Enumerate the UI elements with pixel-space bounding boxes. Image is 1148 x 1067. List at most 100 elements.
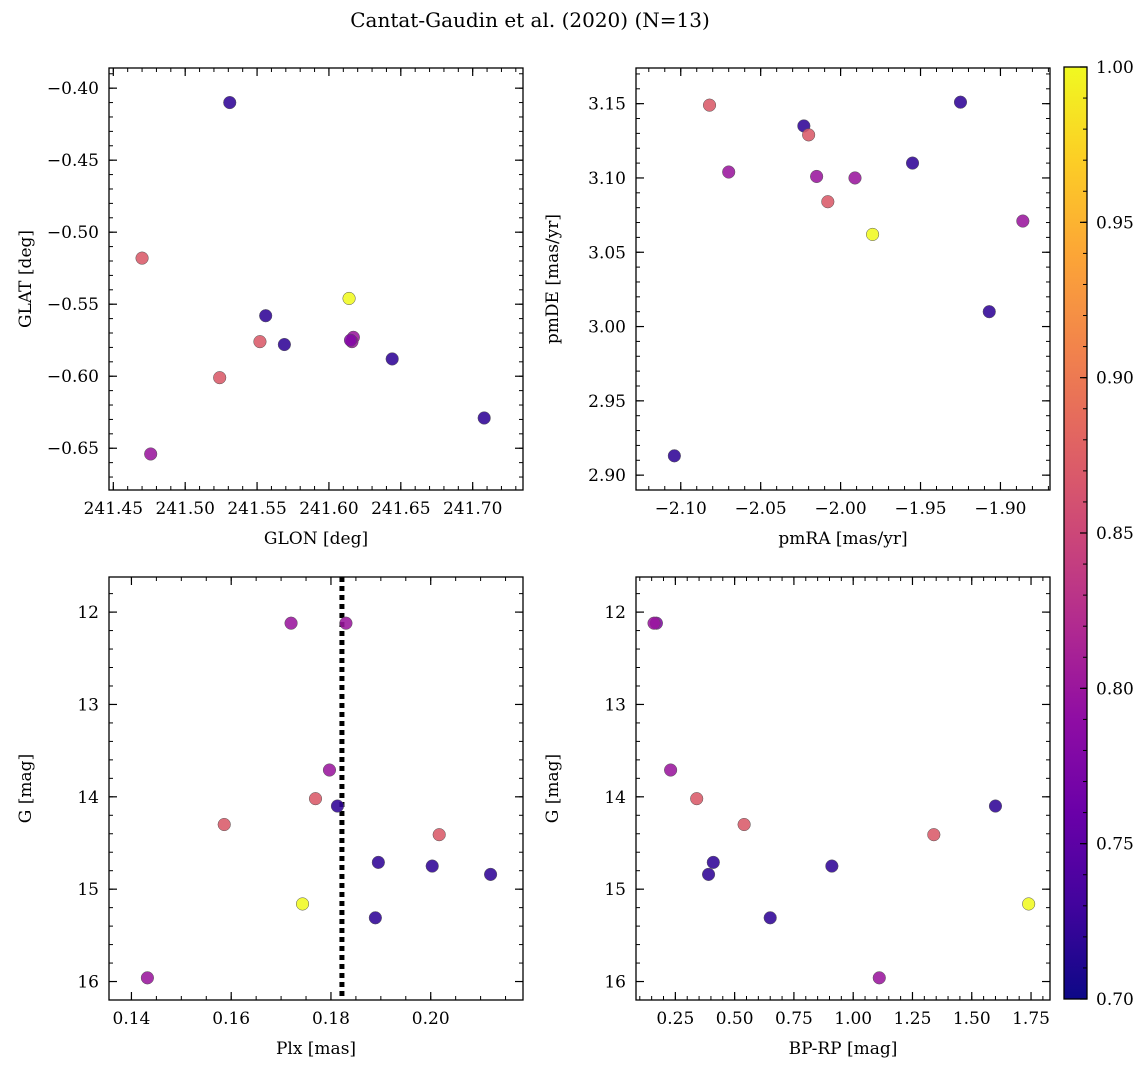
y-tick-label: −0.40	[47, 79, 99, 99]
scatter-points	[647, 616, 1036, 985]
x-tick-label: 0.14	[113, 1009, 151, 1029]
x-tick-label: 241.70	[443, 499, 502, 519]
scatter-point	[988, 799, 1003, 813]
scatter-point	[866, 227, 880, 241]
x-tick-label: −1.90	[974, 499, 1026, 519]
y-tick-label: 16	[77, 973, 99, 993]
x-tick-label: 0.50	[716, 1009, 754, 1029]
scatter-point	[484, 867, 498, 881]
y-axis-label: G [mag]	[543, 754, 563, 823]
scatter-point	[322, 763, 337, 777]
y-axis-label: G [mag]	[16, 754, 36, 823]
x-tick-label: 0.25	[656, 1009, 694, 1029]
scatter-point	[343, 333, 358, 347]
minor-ticks	[109, 68, 523, 490]
x-tick-label: 241.55	[227, 499, 286, 519]
colorbar-tick-label: 0.90	[1096, 369, 1134, 389]
scatter-point	[810, 169, 824, 184]
scatter-points	[140, 616, 498, 985]
scatter-point	[432, 828, 446, 842]
y-axis-label: pmDE [mas/yr]	[543, 214, 563, 344]
minor-ticks	[636, 577, 1050, 1001]
major-ticks: 241.45 241.50 241.55 241.60 241.65 241.70 −0.4…	[47, 68, 523, 519]
y-tick-label: 3.15	[588, 95, 626, 115]
scatter-point	[706, 855, 720, 869]
y-tick-label: 14	[77, 788, 99, 808]
scatter-points	[135, 96, 491, 461]
axes-frame	[635, 67, 1051, 491]
scatter-point	[477, 411, 491, 425]
scatter-point	[872, 971, 886, 985]
major-ticks: −2.10 −2.05 −2.00 −1.95 −1.90 2.90 2.95 3.00 3.0…	[588, 68, 1050, 519]
x-axis-label: pmRA [mas/yr]	[778, 529, 907, 549]
panel-pmra-pmde: −2.10 −2.05 −2.00 −1.95 −1.90 2.90 2.95 3.00 3.0…	[543, 67, 1051, 549]
colorbar: 0.70 0.75 0.80 0.85 0.90 0.95 1.00	[1063, 58, 1134, 1010]
scatter-point	[737, 817, 751, 832]
x-tick-label: 241.45	[84, 499, 143, 519]
scatter-points	[667, 95, 1030, 463]
scatter-point	[702, 867, 716, 881]
scatter-point	[308, 792, 323, 806]
scatter-point	[223, 96, 237, 110]
scatter-point	[330, 799, 344, 813]
major-ticks: 0.25 0.50 0.75 1.00 1.25 1.50 1.75 12 13 14 15 16	[604, 577, 1050, 1029]
scatter-point	[135, 251, 149, 265]
colorbar-tick-label: 0.70	[1096, 990, 1134, 1010]
scatter-point	[425, 859, 439, 873]
x-axis-label: BP-RP [mag]	[789, 1039, 898, 1059]
y-tick-label: 12	[77, 603, 99, 623]
y-tick-label: 13	[604, 695, 626, 715]
y-tick-label: 2.90	[588, 466, 626, 486]
axes-frame	[635, 576, 1051, 1001]
scatter-point	[284, 616, 298, 630]
y-tick-label: 16	[604, 973, 626, 993]
x-tick-label: 241.65	[371, 499, 430, 519]
axes-frame	[108, 67, 524, 491]
y-tick-label: −0.50	[47, 223, 99, 243]
colorbar-tick-label: 0.95	[1096, 213, 1134, 233]
scatter-point	[825, 859, 839, 873]
scatter-point	[763, 911, 777, 925]
scatter-point	[253, 335, 267, 349]
y-tick-label: 3.05	[588, 243, 626, 263]
y-tick-label: 15	[604, 880, 626, 900]
scatter-point	[295, 897, 310, 911]
scatter-point	[647, 616, 661, 630]
y-tick-label: −0.60	[47, 367, 99, 387]
scatter-point	[342, 291, 356, 305]
x-tick-label: 0.75	[775, 1009, 813, 1029]
scatter-point	[368, 911, 382, 925]
scatter-point	[722, 165, 736, 179]
scatter-point	[339, 616, 353, 630]
x-tick-label: 241.60	[299, 499, 358, 519]
scatter-point	[821, 195, 835, 209]
x-tick-label: −2.05	[735, 499, 787, 519]
x-tick-label: 1.50	[953, 1009, 991, 1029]
colorbar-tick-label: 0.75	[1096, 835, 1134, 855]
x-tick-label: 1.75	[1012, 1009, 1050, 1029]
scatter-point	[385, 352, 399, 366]
scatter-point	[953, 95, 968, 109]
y-tick-label: −0.45	[47, 151, 99, 171]
y-tick-label: 3.00	[588, 318, 626, 338]
y-tick-label: 14	[604, 788, 626, 808]
scatter-point	[690, 792, 704, 806]
panel-glon-glat: 241.45 241.50 241.55 241.60 241.65 241.70 −0.4…	[16, 67, 524, 549]
x-tick-label: 1.25	[894, 1009, 932, 1029]
scatter-point	[664, 763, 678, 777]
axes-frame	[108, 576, 524, 1001]
y-tick-label: 3.10	[588, 169, 626, 189]
scatter-point	[848, 171, 862, 185]
x-axis-label: GLON [deg]	[264, 529, 368, 549]
y-tick-label: −0.55	[47, 295, 99, 315]
scatter-point	[802, 128, 816, 142]
x-tick-label: 0.20	[412, 1009, 450, 1029]
plots-layer: 241.45 241.50 241.55 241.60 241.65 241.70 −0.4…	[16, 67, 1051, 1059]
y-tick-label: 2.95	[588, 392, 626, 412]
scatter-point	[702, 98, 717, 112]
colorbar-tick-label: 0.85	[1096, 524, 1134, 544]
scatter-point	[144, 447, 158, 461]
x-tick-label: 0.16	[212, 1009, 250, 1029]
scatter-point	[905, 156, 920, 170]
